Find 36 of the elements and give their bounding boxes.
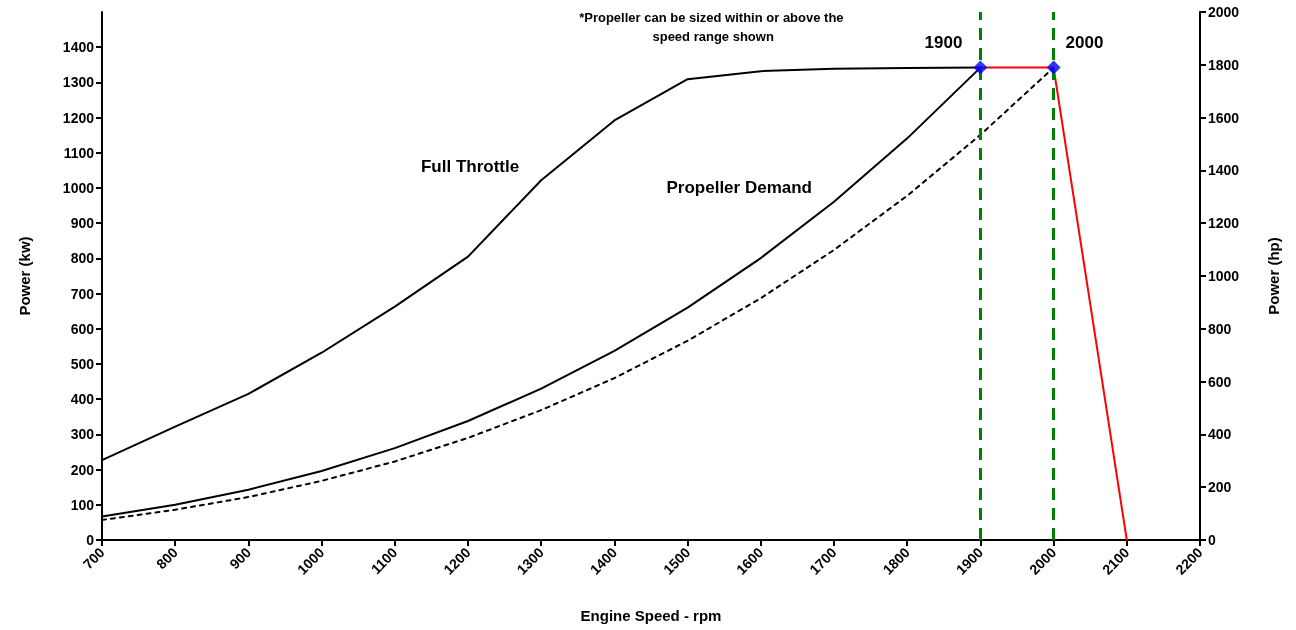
y-tick-label: 1400 <box>62 39 95 56</box>
y-tick-label: 0 <box>86 532 95 548</box>
annotation: *Propeller can be sized within or above the speed range shown <box>579 10 848 44</box>
y2-axis-title: Power (hp) <box>1265 237 1282 315</box>
y2-tick-label: 1600 <box>1208 109 1240 126</box>
series-label: Full Throttle <box>420 156 520 176</box>
y-tick-label: 1200 <box>62 109 95 126</box>
y2-tick-label: 1000 <box>1208 268 1240 284</box>
y-tick-label: 1000 <box>62 180 95 196</box>
y2-tick-label: 1200 <box>1208 215 1240 232</box>
y-tick-label: 300 <box>70 426 95 443</box>
y-tick-label: 1300 <box>62 74 95 91</box>
y-tick-label: 600 <box>70 320 95 337</box>
x-tick-label: 800 <box>153 544 182 573</box>
y-tick-label: 100 <box>70 496 95 513</box>
y-tick-label: 900 <box>70 215 95 232</box>
y-tick-label: 400 <box>70 391 95 408</box>
y2-tick-label: 2000 <box>1208 4 1240 20</box>
y2-tick-label: 1800 <box>1208 56 1240 73</box>
series-label: Propeller Demand <box>666 178 812 198</box>
y-tick-label: 700 <box>70 285 95 302</box>
y-tick-label: 500 <box>70 356 95 372</box>
x-axis-title: Engine Speed - rpm <box>580 607 722 624</box>
y2-tick-label: 1400 <box>1208 162 1240 179</box>
y-axis-title: Power (kw) <box>16 236 33 316</box>
y2-tick-label: 600 <box>1208 373 1232 390</box>
y-tick-label: 800 <box>70 250 95 267</box>
y-tick-label: 200 <box>70 461 95 478</box>
y2-tick-label: 0 <box>1208 532 1216 548</box>
y2-tick-label: 400 <box>1208 426 1232 443</box>
y2-tick-label: 800 <box>1208 320 1232 337</box>
y-tick-label: 1100 <box>63 144 95 161</box>
x-tick-label: 900 <box>226 544 255 573</box>
ref-line-label: 2000 <box>1065 33 1104 52</box>
y2-tick-label: 200 <box>1208 479 1232 496</box>
ref-line-label: 1900 <box>924 33 963 52</box>
